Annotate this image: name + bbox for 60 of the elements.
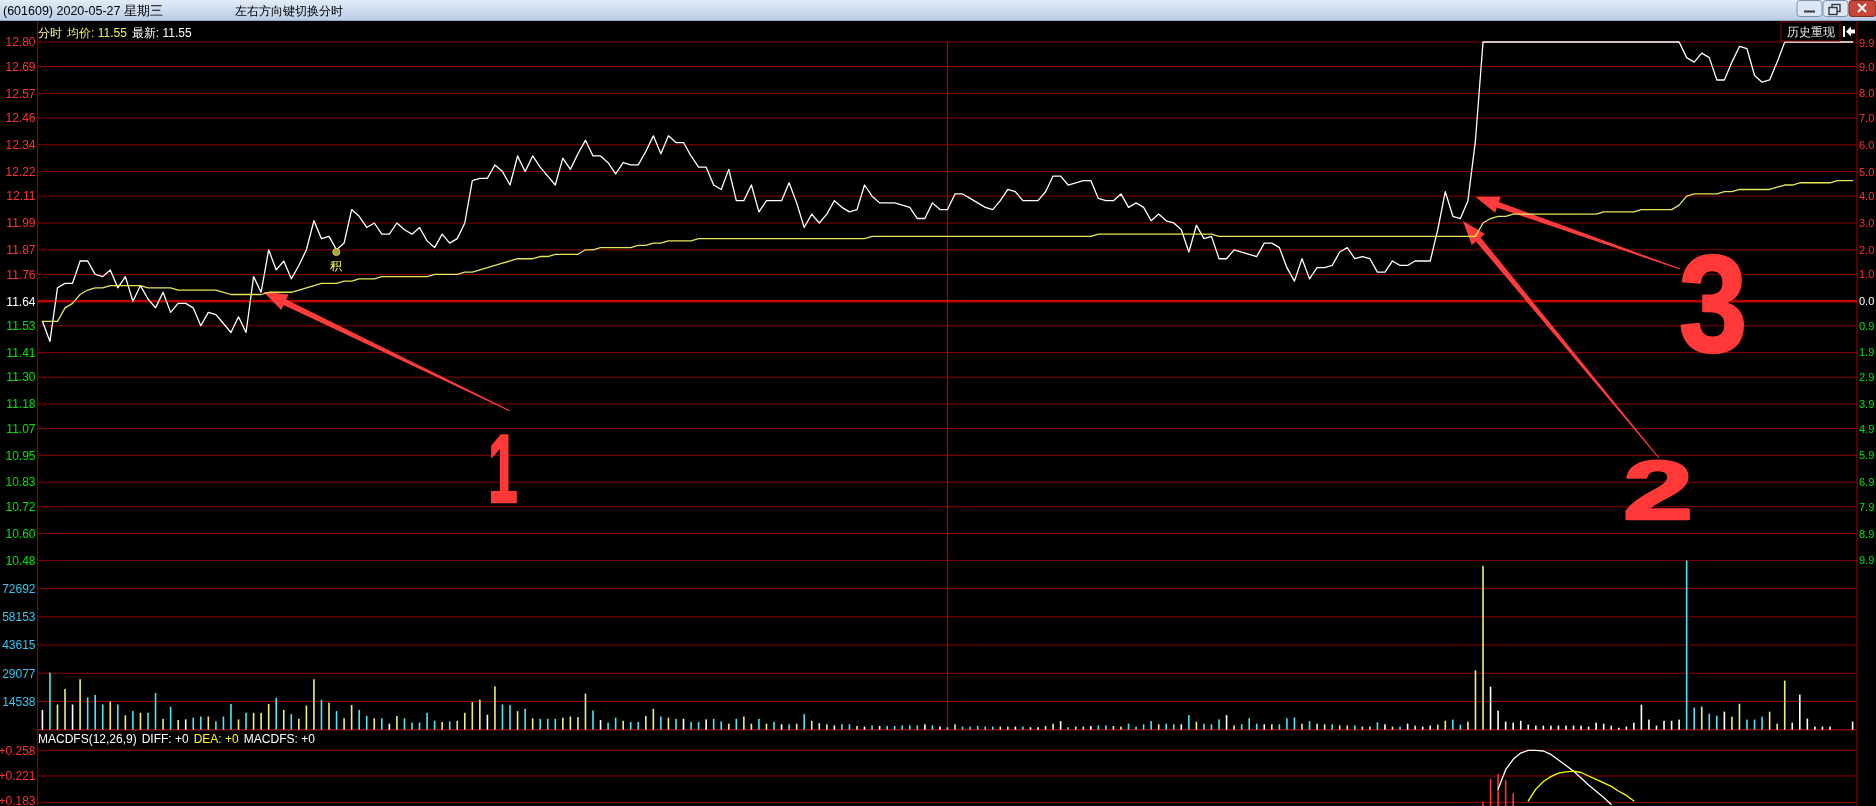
y-tick-label: 11.64 [6,294,36,309]
text: 均价: 11.55 [66,25,128,40]
y-tick-label: 10.83 [5,475,36,490]
chart-title: (601609) 2020-05-27 星期三 [3,4,163,18]
y2-tick-label: 9.9 [1859,36,1875,49]
y-tick-label: 10.60 [5,526,36,541]
y2-tick-label: 4.9 [1859,422,1875,435]
y2-tick-label: 8.0 [1859,87,1875,100]
y-tick-label: 11.99 [6,216,36,231]
y2-tick-label: 3.0 [1859,216,1875,229]
y2-tick-label: 6.0 [1859,138,1875,151]
y2-tick-label: 7.9 [1859,500,1875,513]
text: DEA: +0 [193,732,240,746]
annotation: 积 [330,259,343,273]
y-tick-label: 72692 [2,581,36,596]
y2-tick-label: 9.9 [1859,553,1875,566]
chart-subtitle: 左右方向键切换分时 [235,4,343,18]
y-tick-label: 12.57 [5,86,36,101]
y-tick-label: 11.30 [6,370,36,385]
text: 分时 [38,25,62,40]
y2-tick-label: 9.0 [1859,60,1875,73]
y-tick-label: 12.80 [5,35,36,50]
y-tick-label: 12.69 [5,59,36,74]
y2-tick-label: 7.0 [1859,111,1875,124]
y-tick-label: 12.46 [5,111,36,126]
y2-tick-label: 1.0 [1859,268,1875,281]
y-tick-label: 11.76 [6,267,36,282]
y-tick-label: 12.22 [5,164,36,179]
y-tick-label: 10.95 [5,448,36,463]
y2-tick-label: 2.9 [1859,371,1875,384]
y-tick-label: 10.48 [5,553,36,568]
y-tick-label: 14538 [2,694,36,709]
y2-tick-label: 8.9 [1859,527,1875,540]
y-tick-label: 11.18 [6,397,36,412]
y2-tick-label: 0.0 [1859,295,1875,308]
y-tick-label: 11.41 [6,345,36,360]
y-tick-label: 11.87 [6,243,36,258]
y2-tick-label: 1.9 [1859,345,1875,358]
y-tick-label: 10.72 [5,500,36,515]
y2-tick-label: 5.0 [1859,165,1875,178]
y2-tick-label: 6.9 [1859,475,1875,488]
y-tick-label: 43615 [2,638,36,653]
y2-tick-label: 2.0 [1859,243,1875,256]
annotation: 2 [1622,442,1694,538]
text: 历史重现 [1787,25,1835,39]
y-tick-label: 58153 [2,610,36,625]
text: 最新: 11.55 [131,25,192,40]
chart-title: MACDFS(12,26,9) [38,732,137,746]
y-tick-label: 11.53 [6,319,36,334]
y-tick-label: 29077 [2,666,36,681]
y2-tick-label: 3.9 [1859,397,1875,410]
annotation: 1 [488,415,518,522]
y2-tick-label: 0.9 [1859,319,1875,332]
y-tick-label: 11.07 [6,421,36,436]
y-tick-label: 12.34 [5,138,36,153]
y2-tick-label: 5.9 [1859,449,1875,462]
text: MACDFS: +0 [243,732,316,746]
text: DIFF: +0 [141,732,190,746]
y-tick-label: 12.11 [6,189,36,204]
y2-tick-label: 4.0 [1859,190,1875,203]
